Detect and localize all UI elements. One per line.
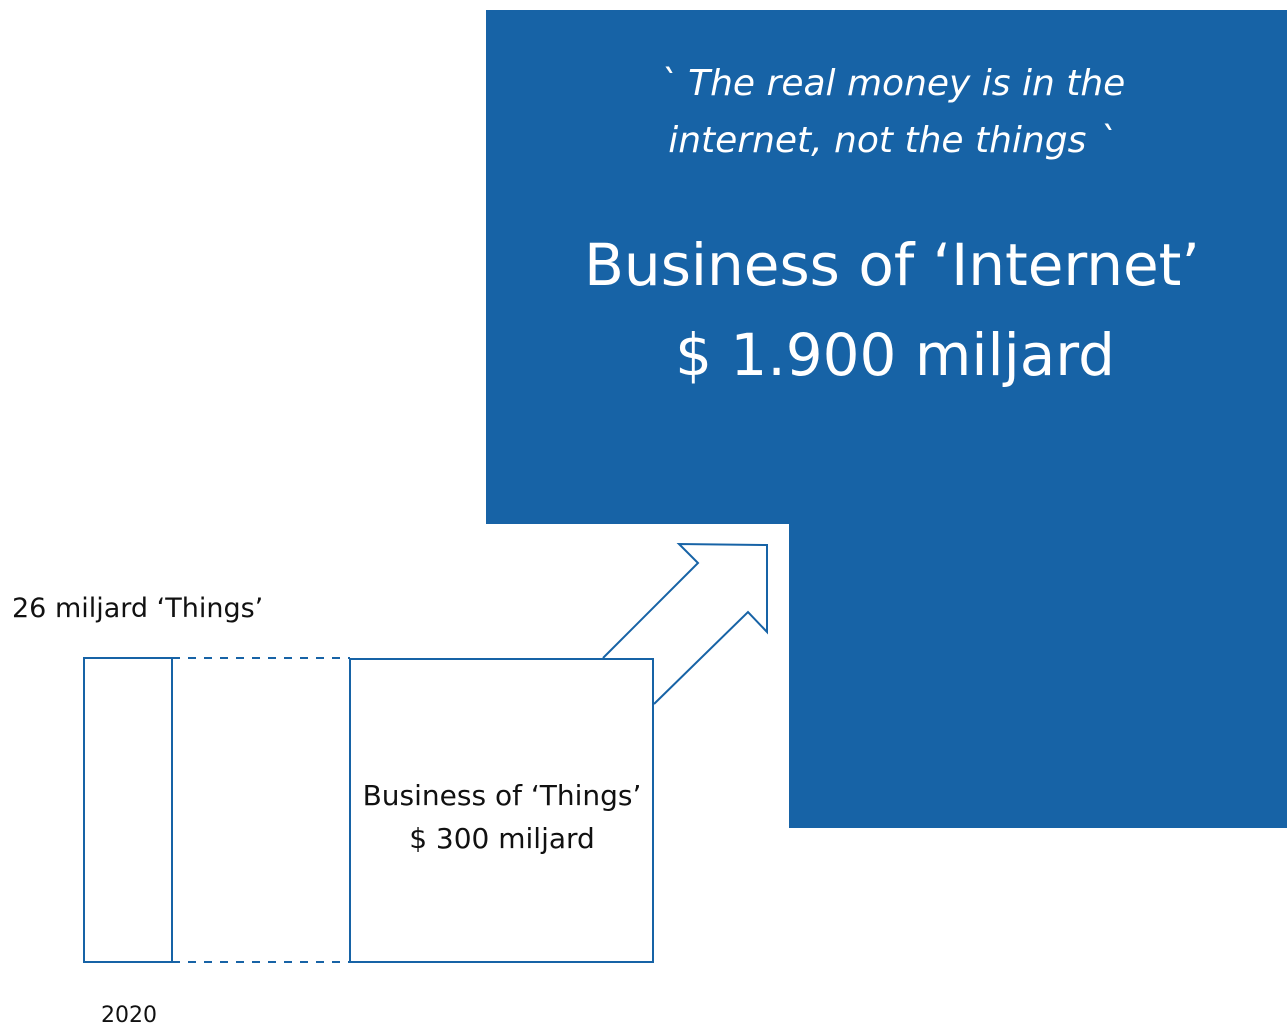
things-bar <box>83 657 173 963</box>
things-block <box>349 658 654 963</box>
quote-line: ` The real money is in the <box>659 63 1126 104</box>
internet-value: $ 1.900 miljard <box>675 321 1115 389</box>
things-value: $ 300 miljard <box>409 822 595 855</box>
arrow <box>602 542 768 705</box>
year-label: 2020 <box>101 1003 157 1024</box>
internet-title: Business of ‘Internet’ <box>584 231 1200 299</box>
internet-block <box>486 10 1287 828</box>
things-count: 26 miljard ‘Things’ <box>12 593 263 624</box>
things-title: Business of ‘Things’ <box>363 779 642 812</box>
quote-line: internet, not the things ` <box>668 120 1116 161</box>
